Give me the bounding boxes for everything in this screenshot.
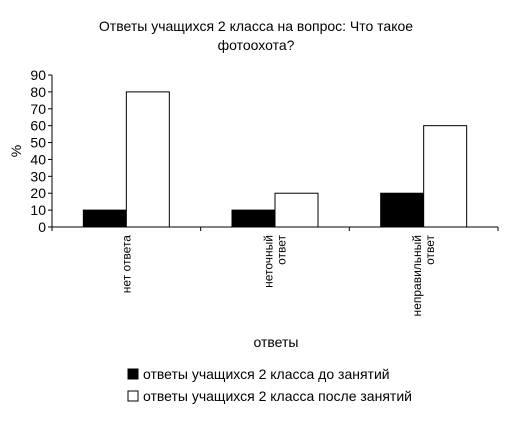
bar-after-0 — [125, 91, 170, 228]
y-tick-label: 0 — [38, 219, 46, 235]
y-tick-label: 90 — [30, 67, 46, 83]
y-axis-label: % — [8, 145, 24, 157]
y-tick-label: 40 — [30, 151, 46, 167]
category-label: нет ответа — [119, 235, 133, 294]
x-axis-label: ответы — [254, 334, 299, 350]
category-label: неправильныйответ — [410, 235, 437, 317]
y-tick-label: 80 — [30, 84, 46, 100]
y-tick-label: 10 — [30, 202, 46, 218]
y-tick-label: 70 — [30, 101, 46, 117]
legend: ответы учащихся 2 класса до занятий ответ… — [127, 366, 412, 404]
category-label-line: ответ — [275, 235, 289, 265]
bar-after-2 — [423, 125, 468, 228]
legend-label: ответы учащихся 2 класса до занятий — [143, 366, 390, 382]
y-tick-label: 30 — [30, 168, 46, 184]
category-label-line: нет ответа — [119, 235, 133, 294]
category-label: неточныйответ — [262, 235, 289, 288]
chart-title-line-1: Ответы учащихся 2 класса на вопрос: Что … — [99, 18, 413, 34]
legend-swatch — [127, 390, 139, 402]
chart-title-line-2: фотоохота? — [218, 37, 295, 53]
bar-before-1 — [231, 209, 276, 228]
category-label-line: ответ — [423, 235, 437, 265]
category-label-line: неточный — [262, 235, 276, 288]
legend-swatch — [127, 368, 139, 380]
y-tick-label: 60 — [30, 118, 46, 134]
y-tick-label: 20 — [30, 185, 46, 201]
bar-after-1 — [274, 192, 319, 228]
y-tick-label: 50 — [30, 135, 46, 151]
category-label-line: неправильный — [410, 235, 424, 316]
bar-before-0 — [82, 209, 127, 228]
legend-label: ответы учащихся 2 класса после занятий — [143, 388, 412, 404]
bar-before-2 — [380, 192, 425, 228]
